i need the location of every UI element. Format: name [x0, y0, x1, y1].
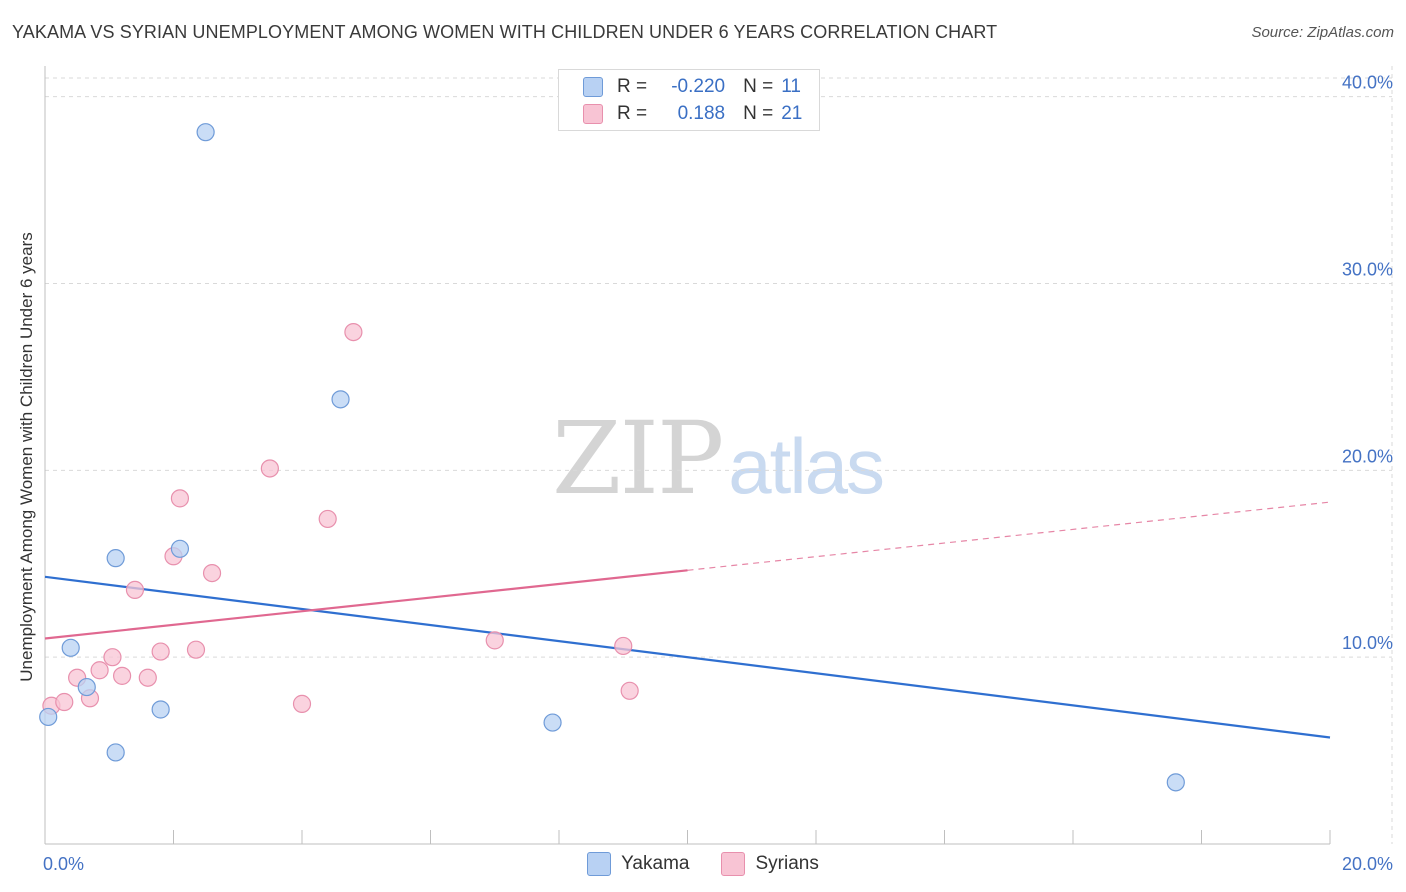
syrians-point [260, 459, 279, 478]
syrians-point [112, 666, 132, 685]
legend-item-yakama[interactable]: Yakama [587, 852, 689, 876]
syrians-swatch [721, 852, 746, 876]
n-label: N = [743, 76, 774, 97]
grid-lines [45, 66, 1393, 844]
yakama-point [61, 638, 80, 657]
yakama-swatch [587, 852, 612, 876]
axes [44, 66, 1331, 845]
syrians-point [620, 681, 639, 700]
yakama-point [39, 707, 58, 727]
yakama-point [543, 713, 562, 732]
syrians-point [292, 694, 312, 713]
y-axis-label: Unemployment Among Women with Children U… [17, 232, 36, 681]
stats-legend: R = -0.220 N = 11 R = 0.188 N = 21 [558, 69, 820, 131]
r-value: 0.188 [677, 103, 726, 124]
yakama-point [77, 677, 96, 697]
n-value: 21 [781, 103, 803, 124]
watermark-zip: ZIP [552, 400, 724, 517]
yakama-point [170, 539, 190, 558]
legend-label-yakama: Yakama [621, 853, 690, 874]
syrians-point [170, 489, 190, 508]
syrians-point [90, 661, 109, 680]
y-tick-label: 40.0% [1342, 73, 1393, 93]
watermark-atlas: atlas [728, 422, 885, 510]
x-tick-label: 20.0% [1342, 854, 1393, 874]
yakama-point [106, 743, 125, 762]
syrians-trend-extension [687, 501, 1331, 571]
syrians-point [186, 640, 206, 659]
y-tick-label: 10.0% [1342, 633, 1393, 653]
syrians-point [485, 631, 504, 650]
legend-label-syrians: Syrians [755, 853, 819, 874]
syrians-point [614, 636, 633, 656]
syrians-point [318, 509, 337, 529]
series-legend: Yakama Syrians [0, 852, 1406, 876]
n-value: 11 [781, 76, 801, 97]
syrians-point [103, 648, 122, 667]
yakama-point [1166, 773, 1185, 792]
yakama-point [331, 390, 350, 409]
chart-title: YAKAMA VS SYRIAN UNEMPLOYMENT AMONG WOME… [12, 22, 998, 42]
syrians-trend-line [44, 569, 688, 640]
r-value: -0.220 [671, 76, 726, 97]
yakama-swatch [583, 77, 603, 97]
yakama-point [106, 549, 125, 568]
watermark: ZIPatlas [552, 400, 885, 517]
legend-row-yakama: R = -0.220 N = 11 [583, 74, 801, 100]
y-tick-label: 30.0% [1342, 260, 1393, 280]
yakama-point [151, 700, 170, 719]
n-label: N = [743, 103, 774, 124]
r-label: R = [617, 103, 648, 124]
data-points [39, 123, 1185, 792]
syrians-point [202, 563, 222, 583]
axis-labels: 10.0% 20.0% 30.0% 40.0% 0.0% 20.0% Unemploymen… [17, 73, 1393, 874]
yakama-point [196, 123, 215, 142]
r-label: R = [617, 76, 648, 97]
syrians-swatch [583, 104, 603, 124]
syrians-point [138, 668, 157, 687]
x-tick-label: 0.0% [43, 854, 84, 874]
trend-lines [44, 501, 1331, 739]
syrians-point [125, 580, 145, 600]
source-credit: Source: ZipAtlas.com [1251, 24, 1394, 41]
legend-row-syrians: R = 0.188 N = 21 [583, 101, 802, 127]
legend-item-syrians[interactable]: Syrians [721, 852, 819, 876]
syrians-point [151, 642, 170, 661]
syrians-point [55, 692, 74, 712]
y-tick-label: 20.0% [1342, 446, 1393, 466]
syrians-point [344, 322, 363, 342]
yakama-trend-line [44, 575, 1331, 739]
